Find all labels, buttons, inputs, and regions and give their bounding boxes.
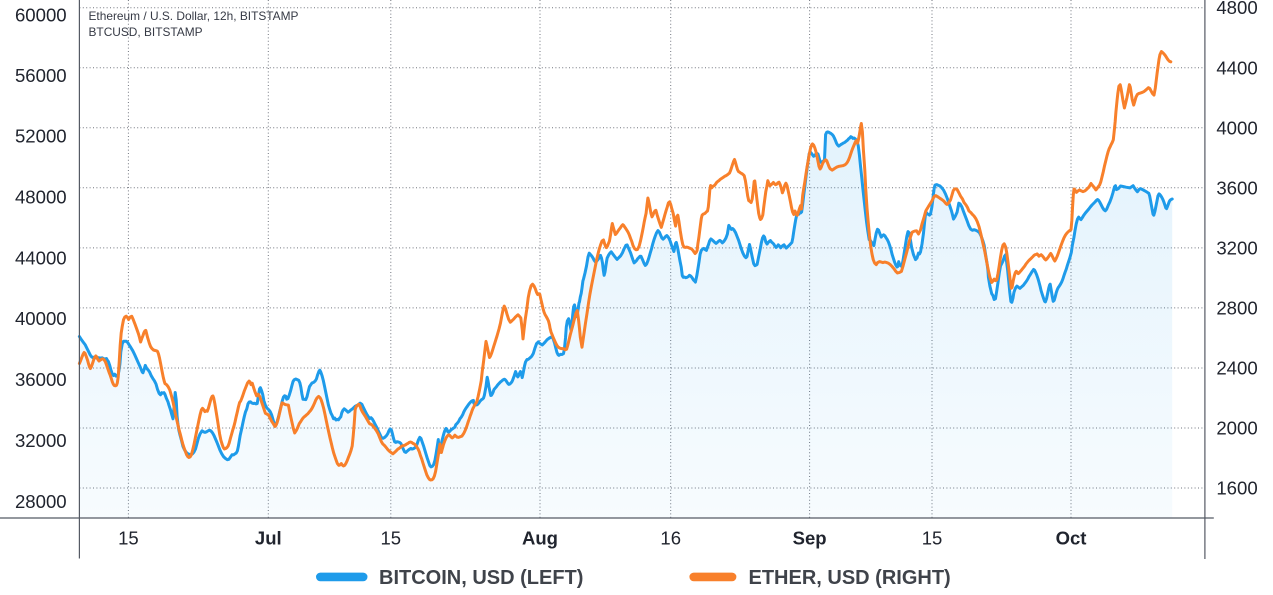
svg-text:Aug: Aug [522,527,558,548]
svg-text:Ethereum / U.S. Dollar, 12h, B: Ethereum / U.S. Dollar, 12h, BITSTAMP [89,9,299,23]
svg-text:52000: 52000 [15,126,67,147]
svg-text:Sep: Sep [793,527,827,548]
svg-text:4400: 4400 [1216,57,1257,78]
svg-text:36000: 36000 [15,369,67,390]
svg-text:2400: 2400 [1216,358,1257,379]
svg-text:Oct: Oct [1056,527,1087,548]
svg-text:BTCUSD, BITSTAMP: BTCUSD, BITSTAMP [89,25,203,39]
svg-text:56000: 56000 [15,65,67,86]
svg-text:60000: 60000 [15,4,67,25]
svg-text:44000: 44000 [15,247,67,268]
svg-text:1600: 1600 [1216,478,1257,499]
svg-text:32000: 32000 [15,430,67,451]
svg-text:15: 15 [922,527,943,548]
svg-text:4800: 4800 [1216,0,1257,18]
svg-text:15: 15 [118,527,139,548]
svg-text:3600: 3600 [1216,177,1257,198]
svg-text:ETHER, USD (RIGHT): ETHER, USD (RIGHT) [749,567,951,589]
svg-text:2000: 2000 [1216,418,1257,439]
svg-text:3200: 3200 [1216,237,1257,258]
svg-text:BITCOIN, USD (LEFT): BITCOIN, USD (LEFT) [379,567,583,589]
svg-text:4000: 4000 [1216,117,1257,138]
svg-text:Jul: Jul [255,527,282,548]
svg-text:16: 16 [660,527,681,548]
svg-text:2800: 2800 [1216,297,1257,318]
svg-text:48000: 48000 [15,187,67,208]
svg-text:28000: 28000 [15,491,67,512]
svg-text:15: 15 [381,527,402,548]
svg-text:40000: 40000 [15,308,67,329]
